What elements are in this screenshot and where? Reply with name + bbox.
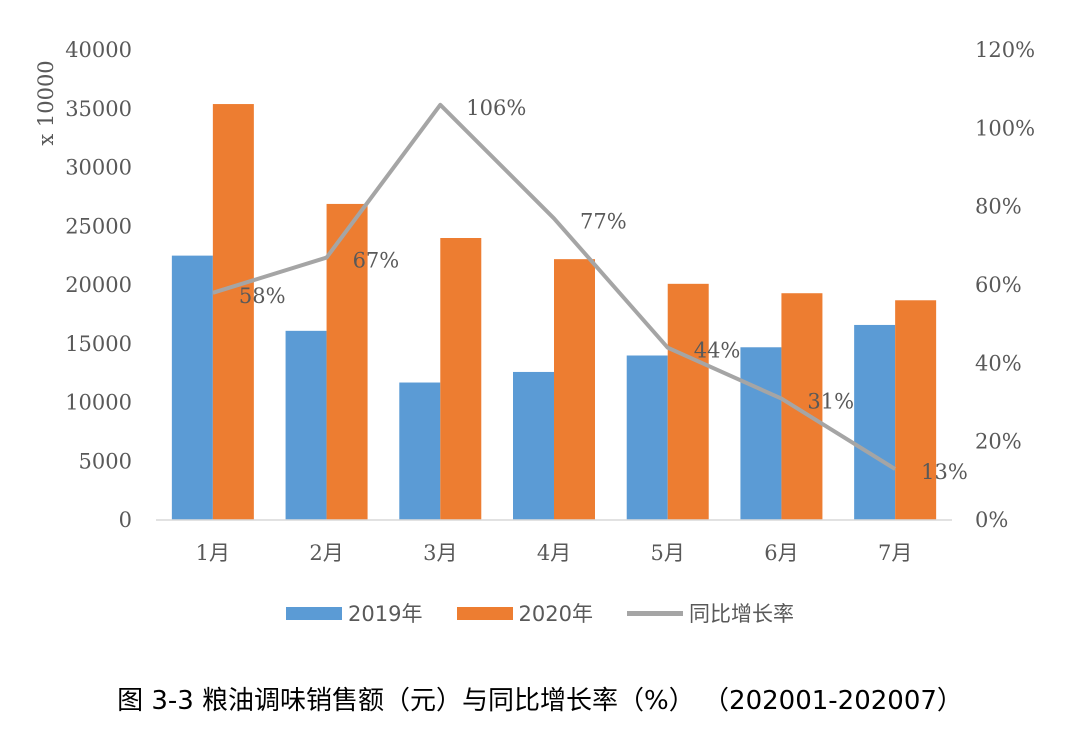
left-tick-label: 30000 — [65, 156, 132, 180]
legend-swatch-2020 — [456, 606, 513, 620]
left-tick-label: 0 — [119, 508, 132, 532]
left-tick-label: 20000 — [65, 273, 132, 297]
bar-2019 — [399, 382, 441, 520]
left-tick-label: 35000 — [65, 97, 132, 121]
bar-2020 — [895, 300, 937, 520]
left-tick-label: 40000 — [65, 38, 132, 62]
legend-item-2019: 2019年 — [286, 598, 423, 628]
bar-2020 — [212, 104, 254, 521]
left-axis-ticks: 0 5000 10000 15000 20000 25000 30000 35000 40000 — [65, 38, 132, 532]
right-tick-label: 80% — [975, 195, 1022, 219]
x-tick-label: 2月 — [309, 541, 343, 565]
bar-2020 — [326, 203, 368, 521]
legend-swatch-2019 — [286, 606, 343, 620]
figure-caption: 图 3-3 粮油调味销售额（元）与同比增长率（%） （202001-202007… — [117, 686, 963, 716]
right-tick-label: 40% — [975, 351, 1022, 375]
left-tick-label: 15000 — [65, 332, 132, 356]
legend-item-growth: 同比增长率 — [626, 598, 794, 628]
bar-2019 — [740, 347, 782, 520]
bar-2019 — [513, 371, 554, 520]
right-tick-label: 100% — [975, 116, 1035, 140]
growth-data-label: 31% — [807, 390, 854, 414]
x-axis-categories: 1月 2月 3月 4月 5月 6月 7月 — [196, 541, 913, 565]
growth-line — [212, 102, 897, 471]
growth-data-label: 67% — [353, 249, 400, 273]
x-tick-label: 4月 — [537, 541, 571, 565]
left-tick-label: 10000 — [65, 391, 132, 415]
growth-data-label: 44% — [694, 339, 741, 363]
x-tick-label: 5月 — [651, 541, 685, 565]
combo-chart: 0 5000 10000 15000 20000 25000 30000 35000 40000… — [34, 38, 1035, 565]
bar-2019 — [171, 255, 213, 520]
legend-label-2020: 2020年 — [518, 602, 593, 626]
bar-2020 — [554, 259, 595, 520]
right-axis-ticks: 0% 20% 40% 60% 80% 100% 120% — [975, 38, 1035, 532]
growth-labels: 58% 67% 106% 77% 44% 31% 13% — [239, 96, 968, 484]
y-axis-label: x 10000 — [34, 60, 58, 145]
legend-item-2020: 2020年 — [456, 598, 593, 628]
bar-2019 — [626, 355, 668, 520]
legend: 2019年 2020年 同比增长率 — [0, 598, 1080, 628]
bar-2019 — [854, 324, 896, 520]
x-tick-label: 6月 — [764, 541, 798, 565]
bar-2019 — [285, 330, 327, 520]
growth-data-label: 13% — [921, 460, 968, 484]
left-tick-label: 25000 — [65, 214, 132, 238]
x-tick-label: 3月 — [423, 541, 457, 565]
growth-data-label: 77% — [580, 209, 627, 233]
right-tick-label: 120% — [975, 38, 1035, 62]
growth-data-label: 58% — [239, 284, 286, 308]
legend-swatch-growth — [626, 610, 683, 616]
bar-2020 — [440, 238, 482, 520]
legend-label-growth: 同比增长率 — [688, 602, 794, 626]
right-tick-label: 20% — [975, 430, 1022, 454]
growth-line-path — [212, 102, 897, 471]
bar-2020 — [781, 293, 823, 520]
x-tick-label: 7月 — [878, 541, 912, 565]
right-tick-label: 0% — [975, 508, 1008, 532]
growth-data-label: 106% — [466, 96, 526, 120]
x-tick-label: 1月 — [196, 541, 230, 565]
bars — [171, 104, 937, 521]
legend-label-2019: 2019年 — [348, 602, 423, 626]
left-tick-label: 5000 — [79, 449, 132, 473]
bar-2020 — [667, 283, 709, 520]
right-tick-label: 60% — [975, 273, 1022, 297]
